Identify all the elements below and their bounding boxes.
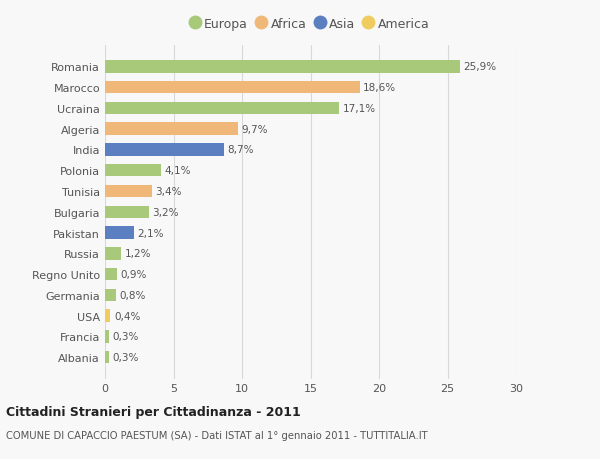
Bar — [105, 247, 121, 260]
Text: 1,2%: 1,2% — [125, 249, 151, 259]
Bar — [105, 123, 238, 135]
Text: 2,1%: 2,1% — [137, 228, 164, 238]
Text: 4,1%: 4,1% — [164, 166, 191, 176]
Text: 3,4%: 3,4% — [155, 186, 182, 196]
Bar — [105, 185, 152, 198]
Text: 18,6%: 18,6% — [363, 83, 397, 93]
Bar — [105, 82, 360, 94]
Text: COMUNE DI CAPACCIO PAESTUM (SA) - Dati ISTAT al 1° gennaio 2011 - TUTTITALIA.IT: COMUNE DI CAPACCIO PAESTUM (SA) - Dati I… — [6, 431, 428, 440]
Bar — [105, 268, 118, 280]
Bar — [105, 206, 149, 218]
Bar — [105, 165, 161, 177]
Text: 0,4%: 0,4% — [114, 311, 140, 321]
Legend: Europa, Africa, Asia, America: Europa, Africa, Asia, America — [188, 14, 433, 34]
Bar — [105, 144, 224, 157]
Text: 0,8%: 0,8% — [119, 290, 146, 300]
Bar — [105, 330, 109, 343]
Text: 8,7%: 8,7% — [227, 145, 254, 155]
Bar — [105, 227, 134, 239]
Text: 17,1%: 17,1% — [343, 104, 376, 114]
Text: 0,9%: 0,9% — [121, 269, 147, 280]
Text: 0,3%: 0,3% — [113, 331, 139, 341]
Text: Cittadini Stranieri per Cittadinanza - 2011: Cittadini Stranieri per Cittadinanza - 2… — [6, 405, 301, 419]
Bar — [105, 102, 339, 115]
Bar — [105, 61, 460, 73]
Text: 9,7%: 9,7% — [241, 124, 268, 134]
Text: 0,3%: 0,3% — [113, 353, 139, 362]
Bar — [105, 351, 109, 364]
Bar — [105, 310, 110, 322]
Text: 3,2%: 3,2% — [152, 207, 179, 217]
Bar — [105, 289, 116, 302]
Text: 25,9%: 25,9% — [463, 62, 496, 72]
